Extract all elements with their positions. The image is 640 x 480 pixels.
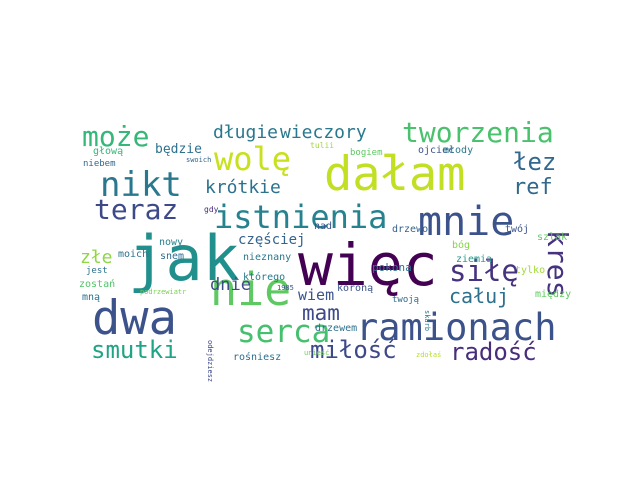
cloud-word: zostań bbox=[79, 278, 115, 290]
cloud-word: częściej bbox=[238, 232, 305, 248]
cloud-word: moich bbox=[118, 249, 148, 260]
cloud-word: rośniesz bbox=[233, 351, 281, 363]
cloud-word: całuj bbox=[449, 284, 509, 308]
cloud-word: serca bbox=[237, 314, 330, 350]
cloud-word: będzie bbox=[155, 142, 202, 157]
cloud-word: którego bbox=[243, 271, 285, 283]
cloud-word: nikt bbox=[100, 165, 182, 205]
cloud-word: swoich bbox=[186, 156, 211, 164]
cloud-word: głową bbox=[93, 146, 123, 157]
cloud-word: koroną bbox=[337, 283, 373, 294]
cloud-word: drzewem bbox=[315, 323, 357, 334]
cloud-word: dnie bbox=[210, 275, 251, 295]
cloud-word: bogiem bbox=[350, 148, 383, 158]
cloud-word: wolę bbox=[214, 140, 291, 178]
cloud-word: radość bbox=[450, 338, 537, 366]
cloud-word: zdołaś bbox=[416, 351, 441, 359]
cloud-word: twoją bbox=[392, 295, 419, 305]
cloud-word: unieść bbox=[304, 349, 329, 357]
cloud-word: wieczory bbox=[280, 122, 367, 143]
cloud-word: ojciec bbox=[418, 145, 454, 156]
cloud-word: miłość bbox=[310, 336, 397, 364]
cloud-word: podrzewiatr bbox=[140, 288, 186, 296]
cloud-word: bóg bbox=[452, 239, 470, 251]
cloud-word: dwa bbox=[92, 291, 177, 346]
cloud-word: długie bbox=[213, 122, 278, 143]
cloud-word: złe bbox=[80, 247, 113, 268]
cloud-word: tworzenia bbox=[402, 116, 554, 149]
cloud-word: niebem bbox=[83, 159, 116, 169]
cloud-word: 1985 bbox=[277, 284, 294, 292]
cloud-word: dałam bbox=[324, 147, 465, 202]
cloud-word: mną bbox=[82, 292, 100, 303]
cloud-word: nieznany bbox=[243, 252, 291, 263]
cloud-word: między bbox=[535, 289, 571, 300]
cloud-word: tylko bbox=[515, 265, 545, 276]
cloud-word: kres bbox=[541, 230, 574, 297]
cloud-word: mam bbox=[302, 301, 340, 325]
cloud-word: twój bbox=[505, 223, 529, 235]
cloud-word: jak bbox=[128, 222, 240, 295]
cloud-word: młody bbox=[443, 145, 473, 156]
cloud-word: łez bbox=[513, 148, 556, 176]
cloud-word: szlak bbox=[537, 232, 567, 243]
cloud-word: teraz bbox=[94, 193, 178, 226]
cloud-word: nowy bbox=[159, 237, 183, 248]
cloud-word: ramionach bbox=[356, 306, 556, 349]
cloud-word: jest bbox=[86, 266, 108, 276]
cloud-word: krótkie bbox=[205, 177, 281, 198]
cloud-word: nie bbox=[210, 263, 291, 316]
cloud-word: odejdziesz bbox=[206, 340, 214, 382]
cloud-word: więc bbox=[298, 231, 438, 299]
cloud-word: wiem bbox=[298, 286, 334, 304]
cloud-word: mnie bbox=[418, 199, 514, 245]
cloud-word: ref bbox=[513, 175, 553, 200]
cloud-word: ziemią bbox=[456, 254, 492, 265]
cloud-word: gdy bbox=[204, 205, 219, 214]
cloud-word: drzewo bbox=[392, 224, 428, 235]
cloud-word: może bbox=[82, 120, 149, 153]
cloud-word: tulii bbox=[310, 141, 334, 150]
cloud-word: siłę bbox=[449, 254, 519, 288]
cloud-word: istnienia bbox=[214, 198, 387, 236]
cloud-word: skarb bbox=[423, 310, 431, 331]
cloud-word: pokona bbox=[372, 261, 412, 274]
cloud-word: smutki bbox=[91, 336, 178, 364]
cloud-word: snem bbox=[160, 251, 184, 262]
cloud-word: nad bbox=[314, 221, 332, 232]
